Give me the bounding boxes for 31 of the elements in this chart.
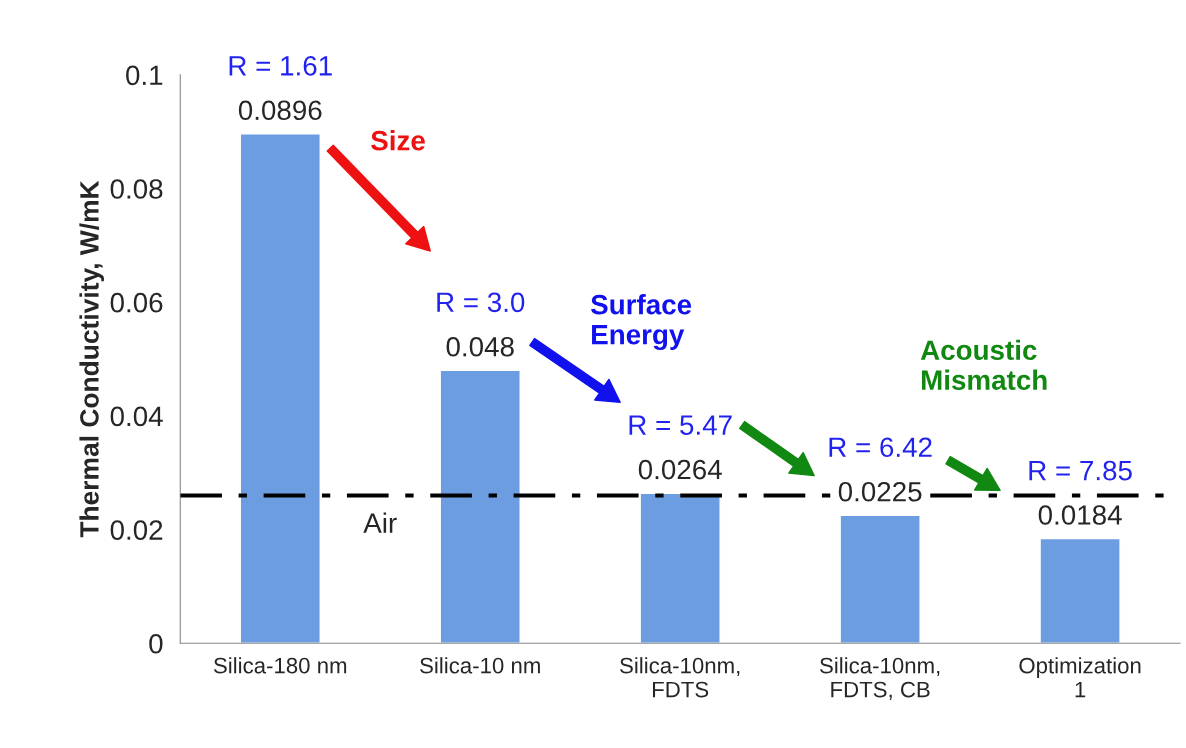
y-tick-label: 0.04 xyxy=(110,406,163,427)
bar xyxy=(639,492,721,644)
x-tick-label: Silica-10 nm xyxy=(420,657,540,674)
bar xyxy=(439,369,521,644)
y-axis-title: Thermal Conductivity, W/mK xyxy=(79,180,104,538)
ref-line-label: Air xyxy=(363,512,397,533)
data-label: 0.0896 xyxy=(238,100,322,121)
data-label: 0.0225 xyxy=(838,481,922,502)
data-label: 0.048 xyxy=(446,336,514,357)
y-tick-label: 0.02 xyxy=(110,520,163,540)
y-tick-label: 0 xyxy=(149,633,163,654)
x-tick-label: Silica-10nm, FDTS xyxy=(620,657,740,698)
annotation: R = 5.47 xyxy=(629,415,732,435)
annotation: Surface Energy xyxy=(590,294,692,351)
bar xyxy=(1039,537,1121,644)
x-tick-label: Silica-180 nm xyxy=(213,657,347,674)
y-tick-label: 0.08 xyxy=(110,179,163,199)
bar xyxy=(839,514,921,644)
annotation: R = 1.61 xyxy=(229,55,332,76)
annotation: R = 6.42 xyxy=(829,437,932,458)
annotation: Size xyxy=(371,130,425,151)
y-tick-label: 0.06 xyxy=(110,292,163,313)
data-label: 0.0264 xyxy=(638,459,722,480)
annotation: Acoustic Mismatch xyxy=(920,339,1047,390)
annotation: R = 7.85 xyxy=(1029,460,1132,481)
x-tick-label: Optimization 1 xyxy=(1019,657,1141,698)
y-tick-label: 0.1 xyxy=(126,65,163,86)
annotation: R = 3.0 xyxy=(437,292,525,313)
data-label: 0.0184 xyxy=(1038,505,1122,525)
bar xyxy=(239,133,321,644)
x-tick-label: Silica-10nm, FDTS, CB xyxy=(820,657,940,701)
